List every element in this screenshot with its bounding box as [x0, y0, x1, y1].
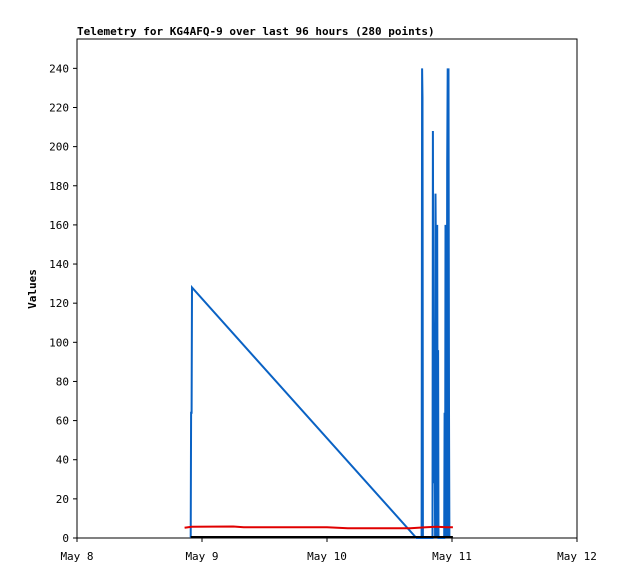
y-tick-label: 20 — [56, 493, 69, 506]
y-tick-label: 60 — [56, 415, 69, 428]
series-line-1 — [189, 68, 451, 539]
y-tick-label: 200 — [49, 141, 69, 154]
x-tick-label: May 12 — [557, 550, 597, 563]
x-axis: May 8 May 9 May 10 May 11 May 12 — [60, 538, 597, 563]
series-layer — [184, 68, 453, 539]
y-axis: 0 20 40 60 80 100 120 140 160 180 200 220 240 — [49, 62, 77, 545]
y-axis-label: Values — [26, 269, 39, 309]
y-tick-label: 180 — [49, 180, 69, 193]
x-tick-label: May 9 — [185, 550, 218, 563]
x-tick-label: May 8 — [60, 550, 93, 563]
y-tick-label: 120 — [49, 297, 69, 310]
series-line-2 — [184, 525, 453, 530]
x-tick-label: May 11 — [432, 550, 472, 563]
y-tick-label: 240 — [49, 62, 69, 75]
y-tick-label: 80 — [56, 375, 69, 388]
y-tick-label: 140 — [49, 258, 69, 271]
y-tick-label: 220 — [49, 101, 69, 114]
chart-title: Telemetry for KG4AFQ-9 over last 96 hour… — [77, 25, 435, 38]
y-tick-label: 40 — [56, 454, 69, 467]
y-tick-label: 100 — [49, 336, 69, 349]
y-tick-label: 160 — [49, 219, 69, 232]
y-tick-label: 0 — [62, 532, 69, 545]
plot-area-frame — [76, 38, 578, 539]
x-tick-label: May 10 — [307, 550, 347, 563]
